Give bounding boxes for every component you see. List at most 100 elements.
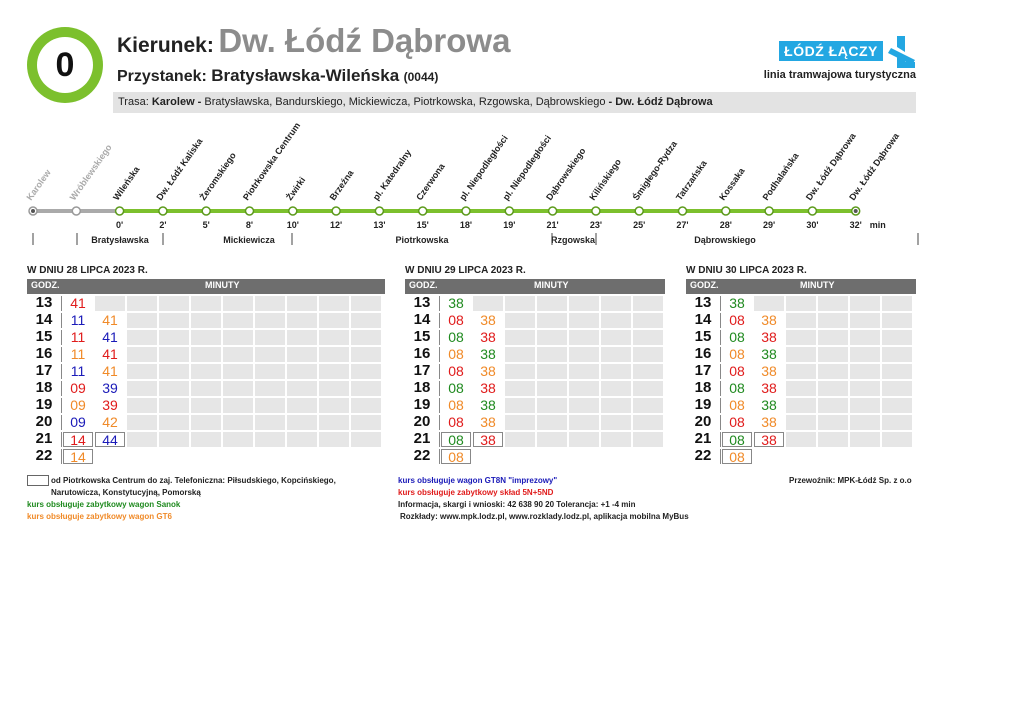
empty-cell [786, 296, 816, 311]
empty-cell [255, 398, 285, 413]
empty-cell [601, 364, 631, 379]
timetable-row: 19 09 39 [27, 396, 385, 413]
departure-minute: 41 [102, 329, 118, 345]
hour: 13 [694, 294, 712, 311]
empty-cell [569, 449, 599, 464]
hour-separator [720, 364, 721, 379]
empty-cell [319, 313, 349, 328]
departure-minute: 38 [480, 380, 496, 396]
empty-cell [601, 432, 631, 447]
departure-minute: 08 [729, 312, 745, 328]
empty-cell [191, 398, 221, 413]
empty-cell [223, 449, 253, 464]
hour-separator [720, 449, 721, 464]
departure-minute: 38 [448, 295, 464, 311]
hour: 13 [35, 294, 53, 311]
stop-marker [721, 206, 731, 216]
departure-minute: 14 [63, 449, 93, 465]
hour-separator [61, 313, 62, 328]
stop-marker [807, 206, 818, 216]
empty-cell [786, 415, 816, 430]
empty-cell [319, 415, 349, 430]
empty-cell [319, 398, 349, 413]
empty-cell [818, 330, 848, 345]
departure-minute: 38 [480, 363, 496, 379]
hour-separator [439, 398, 440, 413]
stop-code: (0044) [403, 70, 439, 84]
empty-cell [127, 381, 157, 396]
empty-cell [191, 381, 221, 396]
stop-marker [114, 206, 125, 216]
empty-cell [191, 330, 221, 345]
timetable-row: 21 08 38 [686, 430, 916, 448]
empty-cell [786, 398, 816, 413]
hour-separator [439, 432, 440, 447]
empty-cell [351, 296, 381, 311]
timetable: W DNIU 29 LIPCA 2023 R. GODZ. MINUTY 13 38 14… [405, 265, 665, 465]
empty-cell [850, 313, 880, 328]
departure-minute: 11 [70, 363, 86, 379]
hour: 16 [35, 345, 53, 362]
empty-cell [287, 449, 317, 464]
terminus-dot [853, 209, 858, 213]
departure-minute: 11 [70, 346, 86, 362]
departure-minute: 44 [95, 432, 125, 448]
stop-time: 0' [116, 220, 123, 230]
hour-separator [439, 330, 440, 345]
empty-cell [223, 364, 253, 379]
stop-time: 30' [806, 220, 818, 230]
hour-separator [61, 330, 62, 345]
hour: 21 [35, 430, 53, 447]
minute-cells: 14 [61, 449, 385, 465]
empty-cell [287, 398, 317, 413]
departure-minute: 08 [729, 414, 745, 430]
legend-rozklady: Rozkłady: www.mpk.lodz.pl, www.rozklady.… [400, 512, 689, 521]
empty-cell [159, 313, 189, 328]
empty-cell [850, 296, 880, 311]
empty-cell [601, 347, 631, 362]
empty-cell [255, 381, 285, 396]
empty-cell [95, 449, 125, 464]
empty-cell [191, 296, 221, 311]
timetable: W DNIU 30 LIPCA 2023 R. GODZ. MINUTY 13 38 14… [686, 265, 916, 465]
departure-minute: 08 [448, 346, 464, 362]
route-end: - Dw. Łódź Dąbrowa [608, 96, 713, 108]
empty-cell [159, 449, 189, 464]
timetable-row: 20 08 38 [686, 413, 916, 430]
empty-cell [850, 364, 880, 379]
empty-cell [287, 313, 317, 328]
empty-cell [505, 415, 535, 430]
timetable-date: W DNIU 30 LIPCA 2023 R. [686, 265, 807, 276]
stop-time: 29' [763, 220, 775, 230]
empty-cell [127, 398, 157, 413]
empty-cell [601, 313, 631, 328]
timetable-date: W DNIU 29 LIPCA 2023 R. [405, 265, 526, 276]
minute-cells: 08 38 [439, 381, 665, 396]
hour-separator [720, 398, 721, 413]
departure-minute: 08 [729, 346, 745, 362]
stop-name-label: Podhalańska [761, 150, 802, 202]
empty-cell [255, 449, 285, 464]
empty-cell [351, 432, 381, 447]
departure-minute: 38 [480, 346, 496, 362]
empty-cell [601, 398, 631, 413]
hour-separator [720, 381, 721, 396]
timetable-row: 13 38 [405, 294, 665, 311]
empty-cell [818, 313, 848, 328]
hour: 22 [413, 447, 431, 464]
stop-name-label: Brzeźna [328, 167, 357, 202]
timetable-row: 17 08 38 [405, 362, 665, 379]
stop-marker [547, 206, 558, 216]
empty-cell [850, 347, 880, 362]
empty-cell [537, 449, 567, 464]
empty-cell [818, 381, 848, 396]
empty-cell [633, 347, 663, 362]
empty-cell [786, 381, 816, 396]
departure-minute: 09 [70, 397, 86, 413]
empty-cell [569, 347, 599, 362]
departure-minute: 08 [448, 397, 464, 413]
timetable-row: 19 08 38 [405, 396, 665, 413]
empty-cell [601, 415, 631, 430]
empty-cell [633, 330, 663, 345]
minute-cells: 38 [720, 296, 916, 311]
